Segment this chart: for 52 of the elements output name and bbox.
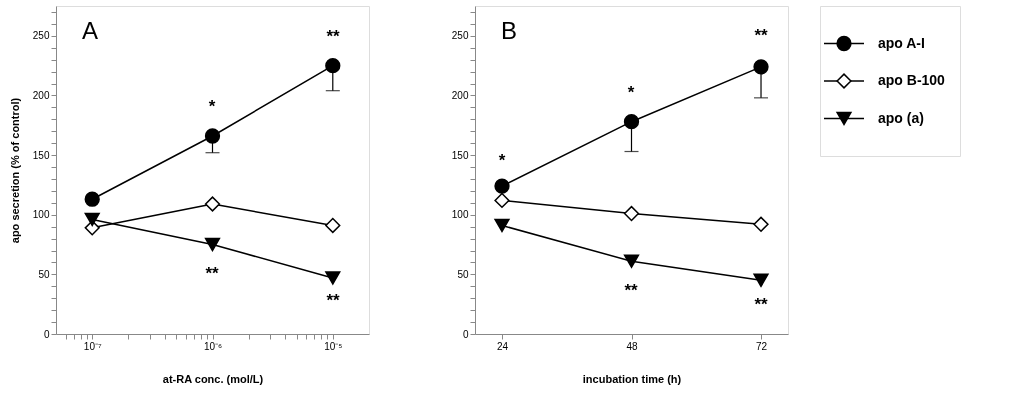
y-tick-label: 200 (32, 89, 50, 101)
annotation: * (498, 151, 506, 170)
y-tick-label: 250 (32, 30, 50, 42)
point (204, 237, 221, 252)
x-tick-label: 72 (755, 340, 768, 352)
y-tick-label: 0 (43, 328, 50, 340)
legend-label: apo A-I (878, 34, 925, 51)
point (753, 216, 769, 232)
y-axis-title: apo secretion (% of control) (8, 97, 21, 244)
point (84, 191, 100, 207)
y-tick-label: 250 (451, 30, 469, 42)
y-tick-label: 50 (457, 268, 469, 280)
x-tick-label: 10⁻⁶ (203, 340, 223, 352)
annotation: ** (205, 264, 219, 283)
y-tick-label: 150 (32, 149, 50, 161)
point (623, 114, 640, 130)
annotation: ** (754, 26, 768, 45)
annotation: A (82, 17, 99, 44)
point (204, 128, 221, 144)
annotation: ** (624, 281, 638, 300)
point (623, 254, 640, 268)
annotation: * (627, 83, 635, 102)
legend-label: apo B-100 (878, 72, 946, 88)
point (623, 205, 640, 222)
point (325, 58, 341, 74)
point (494, 192, 510, 209)
y-tick-label: 150 (451, 149, 469, 161)
point (84, 212, 100, 227)
annotation: * (208, 97, 216, 116)
x-axis-title: at-RA conc. (mol/L) (162, 372, 264, 385)
y-tick-label: 50 (38, 268, 50, 280)
y-tick-label: 100 (32, 209, 50, 221)
x-tick-label: 10⁻⁷ (83, 340, 102, 352)
x-axis-title: incubation time (h) (582, 372, 682, 385)
point (494, 218, 510, 233)
point (753, 59, 769, 75)
y-tick-label: 0 (462, 328, 469, 340)
x-tick-label: 10⁻⁵ (324, 340, 343, 352)
point (325, 217, 341, 234)
x-tick-label: 24 (496, 340, 509, 352)
x-tick-label: 48 (626, 340, 638, 352)
annotation: ** (326, 291, 340, 310)
point (494, 178, 510, 194)
point (204, 196, 221, 212)
y-tick-label: 100 (451, 209, 469, 221)
point (753, 273, 769, 288)
point (325, 271, 341, 285)
legend-label: apo (a) (878, 109, 924, 126)
annotation: ** (754, 295, 768, 314)
y-tick-label: 200 (451, 89, 469, 101)
annotation: ** (326, 27, 340, 46)
annotation: B (501, 17, 518, 44)
